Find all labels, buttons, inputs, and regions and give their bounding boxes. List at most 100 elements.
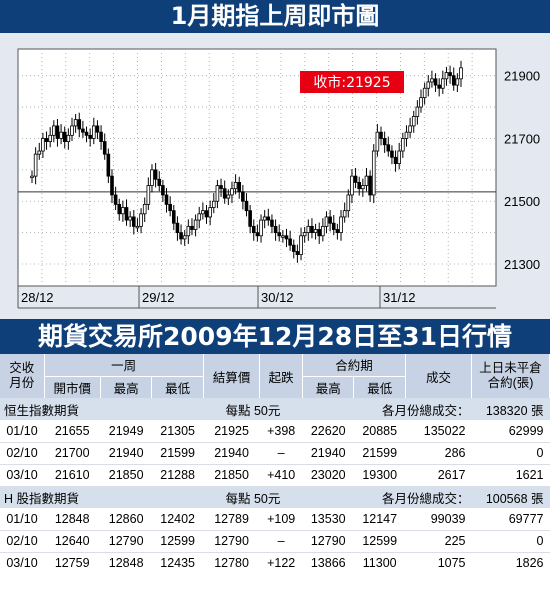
candle-body: [124, 207, 129, 221]
cell-month: 01/10: [0, 508, 44, 531]
y-tick-label: 21500: [504, 194, 540, 209]
cell-settle: 12790: [203, 530, 260, 553]
cell-oi: 62999: [471, 420, 550, 443]
candle-body: [335, 229, 340, 234]
candle-body: [201, 210, 205, 215]
total-volume-label: 各月份總成交：: [302, 486, 472, 508]
header-cp-high: 最高: [302, 375, 355, 398]
candle-body: [222, 188, 227, 199]
candle-body: [186, 225, 191, 237]
section-row: H 股指數期貨 每點 50元 各月份總成交： 100568 張: [0, 486, 550, 508]
candle-body: [142, 203, 147, 215]
total-volume-label: 各月份總成交：: [302, 398, 472, 420]
candle-body: [248, 210, 252, 227]
candle-body: [113, 194, 118, 205]
cell-low: 12402: [151, 508, 204, 531]
cell-cp-high: 13530: [302, 508, 354, 531]
candle-body: [135, 225, 140, 229]
candle-body: [164, 194, 169, 205]
candle-body: [168, 203, 172, 212]
cell-settle: 12789: [203, 508, 260, 531]
candle-body: [230, 188, 234, 196]
section-name: H 股指數期貨: [0, 486, 204, 508]
candle-body: [317, 229, 322, 237]
cell-low: 12599: [151, 530, 204, 553]
candle-body: [193, 219, 198, 230]
page-title: 1月期指上周即市圖: [0, 0, 550, 33]
table-row: 01/10 21655 21949 21305 21925 +398 22620 20885 1…: [0, 420, 550, 443]
candle-body: [262, 216, 267, 221]
cell-volume: 1075: [405, 552, 472, 574]
candle-body: [379, 131, 383, 139]
candle-body: [197, 213, 202, 221]
point-value: 每點 50元: [203, 486, 303, 508]
cell-volume: 135022: [405, 420, 472, 443]
cell-cp-high: 21940: [302, 442, 354, 465]
cell-high: 21949: [100, 420, 152, 443]
candle-body: [48, 134, 52, 143]
candle-body: [95, 125, 100, 133]
cell-change: +410: [259, 464, 303, 487]
candle-body: [255, 232, 260, 237]
cell-cp-low: 19300: [353, 464, 406, 487]
candle-body: [411, 116, 416, 127]
candle-body: [277, 232, 282, 237]
header-contract-month: 交收 月份: [0, 354, 45, 398]
cell-open: 21700: [44, 442, 101, 465]
cell-change: +122: [259, 552, 303, 574]
candle-body: [313, 229, 318, 234]
candle-body: [139, 213, 143, 227]
section-row: 恒生指數期貨 每點 50元 各月份總成交： 138320 張: [0, 398, 550, 420]
candle-body: [233, 182, 238, 190]
candle-body: [59, 131, 63, 139]
candle-body: [161, 185, 165, 196]
candle-body: [211, 200, 216, 208]
cell-low: 21288: [151, 464, 204, 487]
candle-body: [52, 125, 56, 136]
candle-body: [190, 225, 194, 230]
cell-low: 21305: [151, 420, 204, 443]
table-title: 期貨交易所2009年12月28日至31日行情: [0, 319, 550, 354]
cell-volume: 2617: [405, 464, 472, 487]
candle-body: [237, 182, 242, 193]
candle-body: [324, 216, 329, 227]
cell-open: 21610: [44, 464, 101, 487]
candle-body: [328, 216, 332, 224]
cell-open: 12759: [44, 552, 101, 574]
cell-cp-low: 11300: [353, 552, 406, 574]
candle-body: [33, 153, 38, 177]
header-change: 起跌: [259, 354, 303, 398]
point-value: 每點 50元: [203, 398, 303, 420]
cell-change: +398: [259, 420, 303, 443]
candle-body: [357, 182, 362, 190]
close-label: 收市:21925: [313, 74, 390, 91]
candle-body: [182, 235, 187, 240]
candle-body: [433, 78, 438, 86]
candle-body: [393, 156, 398, 164]
candle-body: [386, 144, 391, 152]
candle-body: [430, 78, 434, 83]
header-open-interest: 上日未平倉 合約(張): [471, 354, 550, 398]
cell-oi: 0: [471, 530, 550, 553]
cell-oi: 69777: [471, 508, 550, 531]
header-week-high: 最高: [100, 375, 153, 398]
candle-body: [70, 125, 74, 136]
y-tick-label: 21700: [504, 131, 540, 146]
candle-body: [415, 106, 420, 117]
cell-change: –: [259, 442, 303, 465]
x-tick-label: 29/12: [142, 290, 175, 305]
candle-body: [110, 175, 114, 196]
plot-area: [17, 48, 497, 287]
candle-body: [73, 119, 78, 127]
candle-body: [350, 175, 354, 196]
candle-body: [66, 134, 71, 143]
cell-month: 01/10: [0, 420, 44, 443]
candle-body: [451, 75, 456, 86]
candle-body: [361, 185, 365, 190]
cell-low: 21599: [151, 442, 204, 465]
candle-body: [77, 119, 82, 130]
cell-settle: 21925: [203, 420, 260, 443]
candle-body: [208, 207, 212, 218]
candle-body: [41, 138, 45, 152]
candle-body: [371, 150, 376, 196]
